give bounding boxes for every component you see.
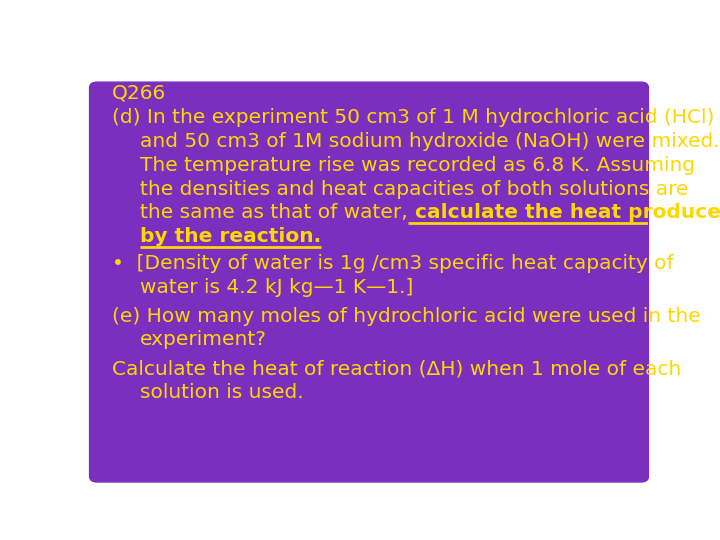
Text: by the reaction.: by the reaction. [140,227,321,246]
Text: solution is used.: solution is used. [140,383,304,402]
Text: Calculate the heat of reaction (ΔH) when 1 mole of each: Calculate the heat of reaction (ΔH) when… [112,360,682,379]
Text: and 50 cm3 of 1M sodium hydroxide (NaOH) were mixed.: and 50 cm3 of 1M sodium hydroxide (NaOH)… [140,132,720,151]
Text: the densities and heat capacities of both solutions are: the densities and heat capacities of bot… [140,180,689,199]
Text: (d) In the experiment 50 cm3 of 1 M hydrochloric acid (HCl): (d) In the experiment 50 cm3 of 1 M hydr… [112,109,715,127]
Text: the same as that of water,: the same as that of water, [140,203,408,222]
Text: calculate the heat produced: calculate the heat produced [408,203,720,222]
Text: •  [Density of water is 1g /cm3 specific heat capacity of: • [Density of water is 1g /cm3 specific … [112,254,674,273]
Text: experiment?: experiment? [140,330,267,349]
Text: (e) How many moles of hydrochloric acid were used in the: (e) How many moles of hydrochloric acid … [112,307,701,326]
FancyBboxPatch shape [89,82,649,483]
Text: Q266: Q266 [112,84,166,103]
Text: The temperature rise was recorded as 6.8 K. Assuming: The temperature rise was recorded as 6.8… [140,156,696,175]
Text: water is 4.2 kJ kg—1 K—1.]: water is 4.2 kJ kg—1 K—1.] [140,278,413,296]
